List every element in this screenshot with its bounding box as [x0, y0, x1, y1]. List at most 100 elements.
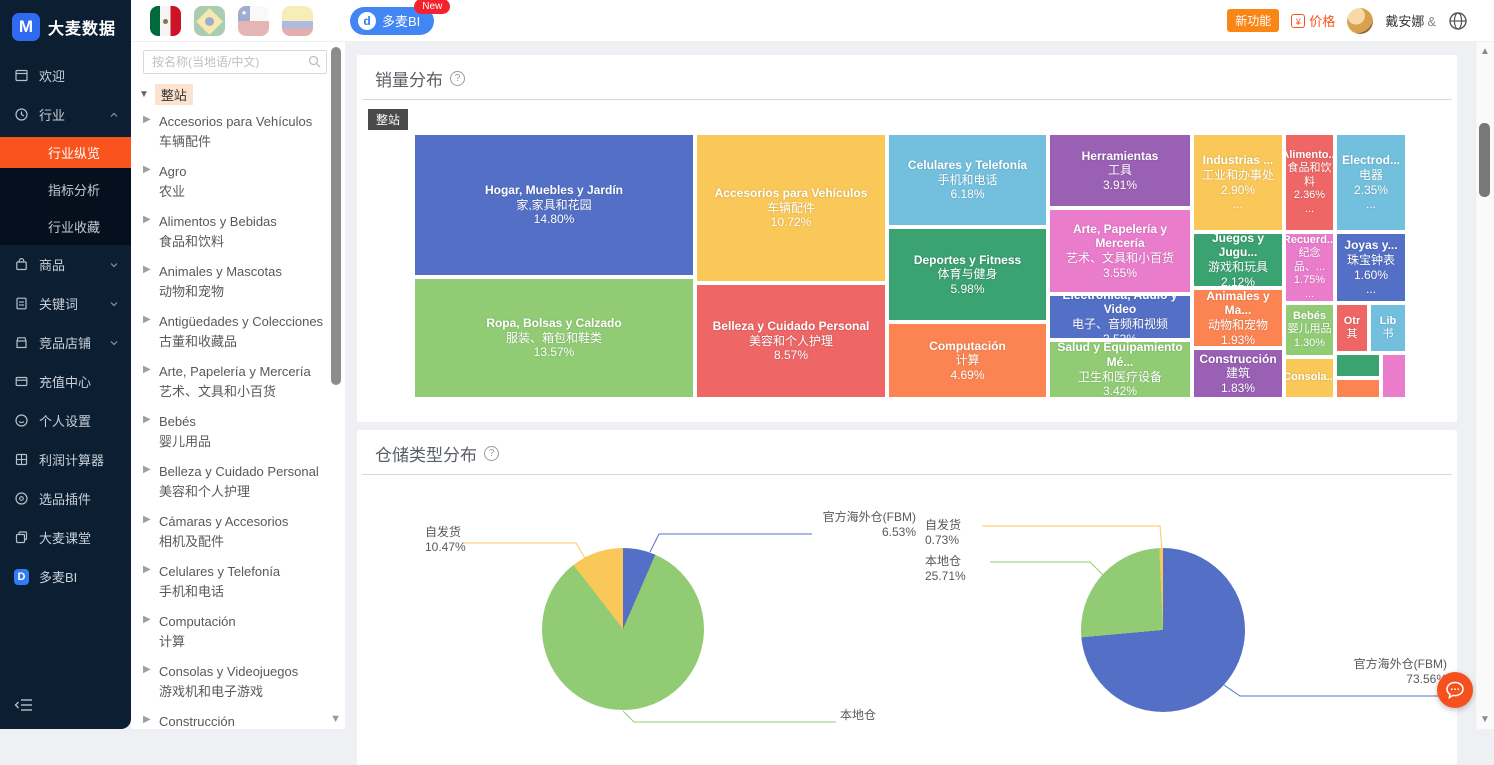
- price-link[interactable]: ¥ 价格: [1291, 11, 1335, 30]
- flag-colombia[interactable]: [282, 5, 313, 36]
- caret-right-icon[interactable]: ▶: [143, 514, 151, 525]
- cell-name-es: Celulares y Telefonía: [907, 158, 1028, 173]
- caret-right-icon[interactable]: ▶: [143, 664, 151, 675]
- tree-item[interactable]: ▶ Animales y Mascotas 动物和宠物: [131, 257, 345, 307]
- tree-item[interactable]: ▶ Belleza y Cuidado Personal 美容和个人护理: [131, 457, 345, 507]
- caret-right-icon[interactable]: ▶: [143, 414, 151, 425]
- page-scrollbar[interactable]: ▲ ▼: [1475, 42, 1494, 729]
- caret-right-icon[interactable]: ▶: [143, 264, 151, 275]
- tree-item[interactable]: ▶ Accesorios para Vehículos 车辆配件: [131, 107, 345, 157]
- language-globe-icon[interactable]: [1448, 11, 1468, 31]
- user-avatar[interactable]: [1347, 7, 1374, 34]
- tree-item[interactable]: ▶ Cámaras y Accesorios 相机及配件: [131, 507, 345, 557]
- sidebar-item-competitor-stores[interactable]: 竞品店铺: [0, 323, 131, 362]
- flag-brazil[interactable]: [194, 5, 225, 36]
- cell-name-zh: 服装、箱包和鞋类: [505, 330, 602, 345]
- treemap-cell[interactable]: Consola...: [1286, 359, 1333, 397]
- help-icon[interactable]: ?: [484, 446, 499, 461]
- treemap-cell[interactable]: Animales y Ma... 动物和宠物 1.93%: [1194, 290, 1282, 346]
- treemap-cell[interactable]: [1337, 380, 1379, 397]
- tree-item[interactable]: ▶ Alimentos y Bebidas 食品和饮料: [131, 207, 345, 257]
- tree-root-whole-site[interactable]: ▼ 整站: [131, 80, 345, 107]
- treemap-cell[interactable]: Otr 其: [1337, 305, 1367, 351]
- treemap-cell[interactable]: Alimento...食品和饮料2.36%...: [1286, 135, 1333, 230]
- treemap-cell[interactable]: Bebés 婴儿用品 1.30%: [1286, 305, 1333, 355]
- treemap-cell[interactable]: Hogar, Muebles y Jardín 家,家具和花园 14.80%: [415, 135, 693, 275]
- sidebar-item-profit-calculator[interactable]: 利润计算器: [0, 440, 131, 479]
- caret-right-icon[interactable]: ▶: [143, 214, 151, 225]
- tree-item[interactable]: ▶ Celulares y Telefonía 手机和电话: [131, 557, 345, 607]
- duomai-bi-button-label: 多麦BI: [382, 14, 421, 29]
- tree-item[interactable]: ▶ Agro 农业: [131, 157, 345, 207]
- sidebar-item-keywords[interactable]: 关键词: [0, 284, 131, 323]
- tree-item[interactable]: ▶ Arte, Papelería y Mercería 艺术、文具和小百货: [131, 357, 345, 407]
- topbar-right: 新功能 ¥ 价格 戴安娜 &: [1227, 7, 1494, 34]
- treemap-cell[interactable]: Joyas y... 珠宝钟表 1.60%...: [1337, 234, 1405, 301]
- treemap-cell[interactable]: Belleza y Cuidado Personal 美容和个人护理 8.57%: [697, 285, 885, 397]
- collapse-sidebar-button[interactable]: [14, 695, 36, 715]
- sidebar-item-recharge-center[interactable]: 充值中心: [0, 362, 131, 401]
- treemap-cell[interactable]: Arte, Papelería y Mercería 艺术、文具和小百货 3.55%: [1050, 210, 1190, 292]
- pie-label-percent: 25.71%: [925, 569, 966, 583]
- treemap-cell[interactable]: Lib 书: [1371, 305, 1405, 351]
- caret-right-icon[interactable]: ▶: [143, 164, 151, 175]
- treemap-cell[interactable]: Electrod... 电器 2.35%...: [1337, 135, 1405, 230]
- cell-name-es: Accesorios para Vehículos: [714, 186, 868, 201]
- duomai-bi-button[interactable]: d 多麦BI New: [350, 0, 451, 35]
- help-icon[interactable]: ?: [450, 71, 465, 86]
- tree-item[interactable]: ▶ Antigüedades y Colecciones 古董和收藏品: [131, 307, 345, 357]
- cell-name-es: Herramientas: [1081, 148, 1159, 163]
- tree-item[interactable]: ▶ Bebés 婴儿用品: [131, 407, 345, 457]
- treemap-cell[interactable]: [1337, 355, 1379, 376]
- treemap-cell[interactable]: Industrias ... 工业和办事处 2.90%...: [1194, 135, 1282, 230]
- caret-right-icon[interactable]: ▶: [143, 564, 151, 575]
- sidebar-item-products[interactable]: 商品: [0, 245, 131, 284]
- sidebar-item-industry-favorites[interactable]: 行业收藏: [48, 220, 101, 235]
- sidebar-item-damai-classroom[interactable]: 大麦课堂: [0, 518, 131, 557]
- caret-right-icon[interactable]: ▶: [143, 114, 151, 125]
- sidebar-item-welcome[interactable]: 欢迎: [0, 56, 131, 95]
- tree-item[interactable]: ▶ Consolas y Videojuegos 游戏机和电子游戏: [131, 657, 345, 707]
- pie-circle[interactable]: [542, 548, 704, 710]
- sidebar-item-duomai-bi[interactable]: D 多麦BI: [0, 557, 131, 596]
- scroll-up-icon[interactable]: ▲: [1480, 46, 1490, 57]
- page-scrollbar-thumb[interactable]: [1479, 123, 1490, 197]
- caret-right-icon[interactable]: ▶: [143, 464, 151, 475]
- caret-right-icon[interactable]: ▶: [143, 614, 151, 625]
- tree-scrollbar-thumb[interactable]: [331, 47, 341, 385]
- treemap-cell[interactable]: Salud y Equipamiento Mé... 卫生和医疗设备 3.42%: [1050, 342, 1190, 397]
- caret-right-icon[interactable]: ▶: [143, 714, 151, 725]
- treemap-cell[interactable]: Herramientas 工具 3.91%: [1050, 135, 1190, 206]
- treemap-breadcrumb-whole-site[interactable]: 整站: [368, 109, 409, 130]
- flag-mexico[interactable]: [150, 5, 181, 36]
- search-input[interactable]: [143, 50, 327, 74]
- flag-chile[interactable]: ★: [238, 5, 269, 36]
- caret-right-icon[interactable]: ▶: [143, 314, 151, 325]
- treemap-cell[interactable]: Computación 计算 4.69%: [889, 324, 1046, 397]
- sidebar-item-personal-settings[interactable]: 个人设置: [0, 401, 131, 440]
- new-feature-badge[interactable]: 新功能: [1227, 9, 1280, 32]
- sidebar-item-indicator-analysis[interactable]: 指标分析: [48, 183, 101, 198]
- treemap-cell[interactable]: Construcción 建筑 1.83%: [1194, 350, 1282, 397]
- tree-scroll-down-icon[interactable]: ▼: [330, 713, 341, 725]
- welcome-icon: [14, 68, 29, 83]
- sidebar-item-industry[interactable]: 行业: [0, 95, 131, 134]
- caret-right-icon[interactable]: ▶: [143, 364, 151, 375]
- pie-label-name: 官方海外仓(FBM): [822, 510, 916, 524]
- tree-item[interactable]: ▶ Computación 计算: [131, 607, 345, 657]
- treemap-cell[interactable]: Deportes y Fitness 体育与健身 5.98%: [889, 229, 1046, 320]
- sidebar-item-product-picker-plugin[interactable]: 选品插件: [0, 479, 131, 518]
- treemap-cell[interactable]: Recuerd...纪念品、...1.75%...: [1286, 234, 1333, 301]
- treemap-cell[interactable]: [1383, 355, 1405, 397]
- pie-circle[interactable]: [1081, 548, 1245, 712]
- user-name[interactable]: 戴安娜 &: [1385, 14, 1436, 29]
- sidebar-item-industry-overview[interactable]: 行业纵览: [0, 137, 131, 168]
- treemap-cell[interactable]: Juegos y Jugu... 游戏和玩具 2.12%: [1194, 234, 1282, 286]
- scroll-down-icon[interactable]: ▼: [1480, 714, 1490, 725]
- treemap-cell[interactable]: Celulares y Telefonía 手机和电话 6.18%: [889, 135, 1046, 225]
- treemap-cell[interactable]: Ropa, Bolsas y Calzado 服装、箱包和鞋类 13.57%: [415, 279, 693, 397]
- customer-service-chat-button[interactable]: [1437, 672, 1473, 708]
- treemap-cell[interactable]: Accesorios para Vehículos 车辆配件 10.72%: [697, 135, 885, 281]
